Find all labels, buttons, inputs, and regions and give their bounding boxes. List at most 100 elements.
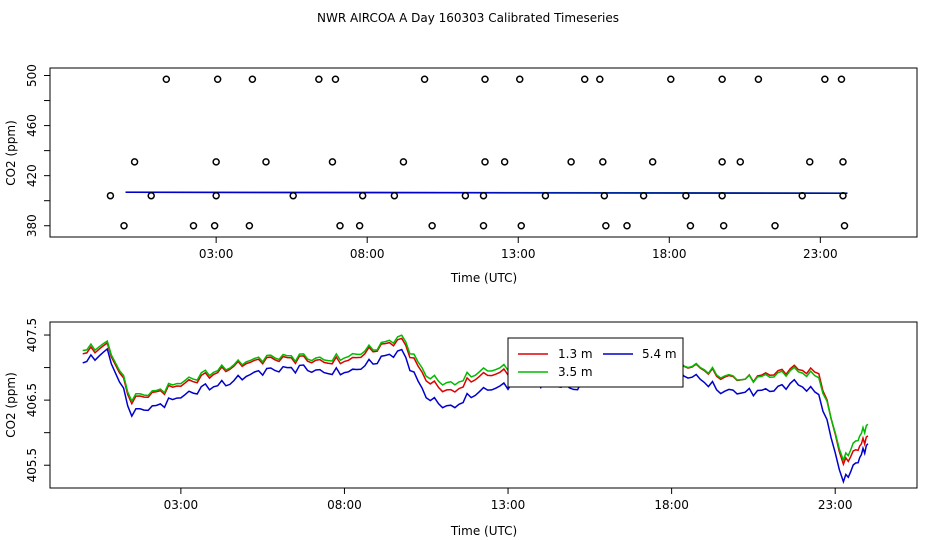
top-y-axis-label: CO2 (ppm) <box>4 120 18 186</box>
y-tick-label: 406.5 <box>25 383 39 417</box>
flag-point <box>839 158 847 166</box>
flag-point <box>771 221 779 230</box>
flag-point <box>481 75 489 84</box>
flag-point <box>162 75 171 84</box>
series-line-1-3-m <box>82 337 869 467</box>
flag-point <box>719 221 728 230</box>
x-tick-label: 18:00 <box>652 247 687 261</box>
bottom-series-layer <box>82 334 869 485</box>
flag-point <box>648 158 657 166</box>
flag-point <box>355 221 364 230</box>
flag-point <box>718 191 726 200</box>
flag-point <box>399 158 408 166</box>
series-line-3-5-m <box>82 334 869 463</box>
y-tick-label: 405.5 <box>25 448 39 482</box>
flag-point <box>328 158 337 166</box>
flag-point <box>682 191 690 200</box>
flag-point <box>602 221 610 230</box>
y-tick-label: 460 <box>25 114 39 137</box>
flag-point <box>718 75 726 84</box>
bottom-x-axis-label: Time (UTC) <box>450 524 517 538</box>
top-x-axis: 03:00 08:00 13:00 18:00 23:00 <box>199 237 838 261</box>
flag-point <box>289 191 297 200</box>
y-tick-label: 380 <box>25 214 39 237</box>
flag-point <box>315 75 323 84</box>
flag-point <box>580 75 589 84</box>
flag-point <box>754 75 763 84</box>
flag-point <box>212 191 220 200</box>
flag-point <box>336 221 344 230</box>
flag-point <box>248 75 257 84</box>
y-tick-label: 407.5 <box>25 318 39 352</box>
flag-point <box>245 221 254 230</box>
bottom-panel: 03:00 08:00 13:00 18:00 23:00 405.5 406.5 407.… <box>4 318 918 538</box>
flag-point <box>667 75 675 84</box>
x-tick-label: 03:00 <box>199 247 234 261</box>
flag-point <box>210 221 219 230</box>
flag-point <box>567 158 575 166</box>
x-tick-label: 08:00 <box>327 498 362 512</box>
flag-point <box>331 75 340 84</box>
legend-label-1-3m: 1.3 m <box>558 347 593 361</box>
top-panel: 03:00 08:00 13:00 18:00 23:00 380 420 460 500 T… <box>4 64 918 285</box>
flag-point <box>461 191 470 200</box>
top-series-layer <box>125 191 848 195</box>
flag-point <box>840 221 849 230</box>
flag-point <box>839 191 847 200</box>
x-tick-label: 08:00 <box>350 247 385 261</box>
series-line-5-4-m <box>82 347 869 485</box>
bottom-y-axis-label: CO2 (ppm) <box>4 372 18 438</box>
flag-point <box>596 75 604 84</box>
flag-point <box>516 75 524 84</box>
x-tick-label: 23:00 <box>818 498 853 512</box>
flag-point <box>420 75 429 84</box>
x-tick-label: 23:00 <box>803 247 838 261</box>
flag-point <box>541 191 550 200</box>
y-tick-label: 500 <box>25 64 39 87</box>
legend: 1.3 m 5.4 m 3.5 m <box>507 337 684 388</box>
legend-label-5-4m: 5.4 m <box>642 347 677 361</box>
x-tick-label: 13:00 <box>501 247 536 261</box>
top-flag-points-layer <box>106 75 849 230</box>
flag-point <box>120 221 128 230</box>
flag-point <box>806 158 814 166</box>
flag-point <box>130 158 139 166</box>
flag-point <box>623 221 631 230</box>
flag-point <box>500 158 509 166</box>
flag-point <box>837 75 846 84</box>
top-plot-frame <box>49 67 918 238</box>
legend-box <box>507 337 684 388</box>
flag-point <box>358 191 367 200</box>
x-tick-label: 18:00 <box>654 498 689 512</box>
top-x-axis-label: Time (UTC) <box>450 271 517 285</box>
y-tick-label: 420 <box>25 164 39 187</box>
flag-point <box>189 221 198 230</box>
flag-point <box>517 221 526 230</box>
flag-point <box>600 191 609 200</box>
legend-label-3-5m: 3.5 m <box>558 365 593 379</box>
flag-point <box>428 221 436 230</box>
flag-point <box>213 75 222 84</box>
x-tick-label: 03:00 <box>164 498 199 512</box>
flag-point <box>821 75 829 84</box>
flag-point <box>479 191 488 200</box>
flag-point <box>147 191 155 200</box>
flag-point <box>390 191 399 200</box>
flag-point <box>718 158 726 166</box>
flag-point <box>212 158 220 166</box>
flag-point <box>639 191 648 200</box>
x-tick-label: 13:00 <box>491 498 526 512</box>
flag-point <box>481 158 489 166</box>
flag-point <box>106 191 115 200</box>
flag-point <box>479 221 488 230</box>
flag-point <box>262 158 270 166</box>
bottom-plot-frame <box>49 321 918 489</box>
bottom-y-axis: 405.5 406.5 407.5 <box>25 318 50 482</box>
flag-point <box>736 158 745 166</box>
bottom-x-axis: 03:00 08:00 13:00 18:00 23:00 <box>164 488 853 512</box>
top-y-axis: 380 420 460 500 <box>25 64 50 237</box>
flag-point <box>798 191 806 200</box>
flag-point <box>599 158 607 166</box>
flag-point <box>686 221 695 230</box>
